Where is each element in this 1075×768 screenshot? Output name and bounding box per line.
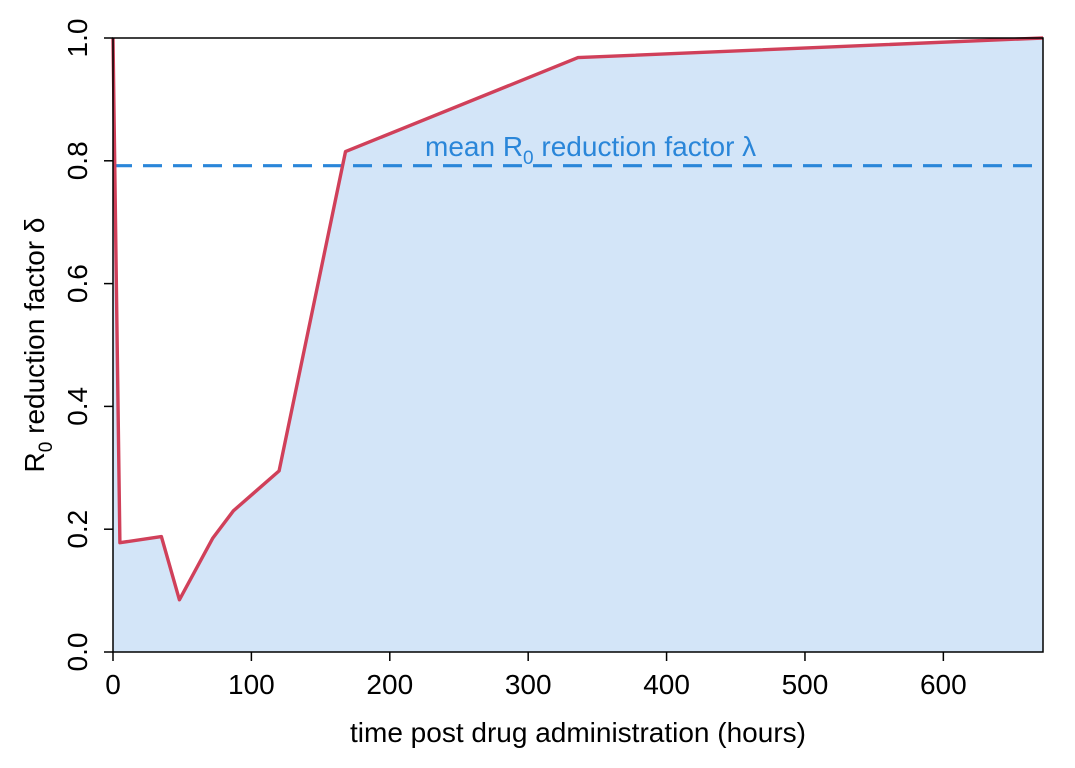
x-tick-label: 300 (505, 669, 552, 700)
y-tick-label: 0.2 (62, 510, 93, 549)
reference-line-label-prefix: mean R (425, 131, 523, 162)
y-tick-label: 0.6 (62, 264, 93, 303)
reference-line-label-suffix: reduction factor λ (534, 131, 757, 162)
x-tick-label: 200 (366, 669, 413, 700)
y-axis: 0.0 0.2 0.4 0.6 0.8 1.0 (62, 19, 113, 672)
y-axis-label-suffix: reduction factor δ (19, 218, 50, 442)
y-tick-label: 0.0 (62, 633, 93, 672)
x-axis-label: time post drug administration (hours) (350, 717, 806, 748)
plot-frame (112, 37, 1044, 653)
y-axis-label: R0 reduction factor δ (19, 218, 57, 473)
series-line (111, 36, 1044, 602)
area-fill (113, 38, 1043, 652)
reference-line-label-subscript: 0 (523, 148, 534, 169)
x-axis: 0 100 200 300 400 500 600 (105, 652, 967, 700)
y-axis-label-subscript: 0 (36, 442, 57, 453)
x-tick-label: 100 (228, 669, 275, 700)
x-tick-label: 500 (782, 669, 829, 700)
series-layer (111, 36, 1044, 602)
y-tick-label: 0.4 (62, 387, 93, 426)
area-fill-layer (113, 38, 1043, 652)
y-tick-label: 1.0 (62, 19, 93, 58)
x-tick-label: 600 (920, 669, 967, 700)
y-axis-label-prefix: R (19, 452, 50, 472)
x-tick-label: 0 (105, 669, 121, 700)
x-tick-label: 400 (643, 669, 690, 700)
reference-line-label: mean R0 reduction factor λ (425, 131, 756, 169)
y-tick-label: 0.8 (62, 141, 93, 180)
